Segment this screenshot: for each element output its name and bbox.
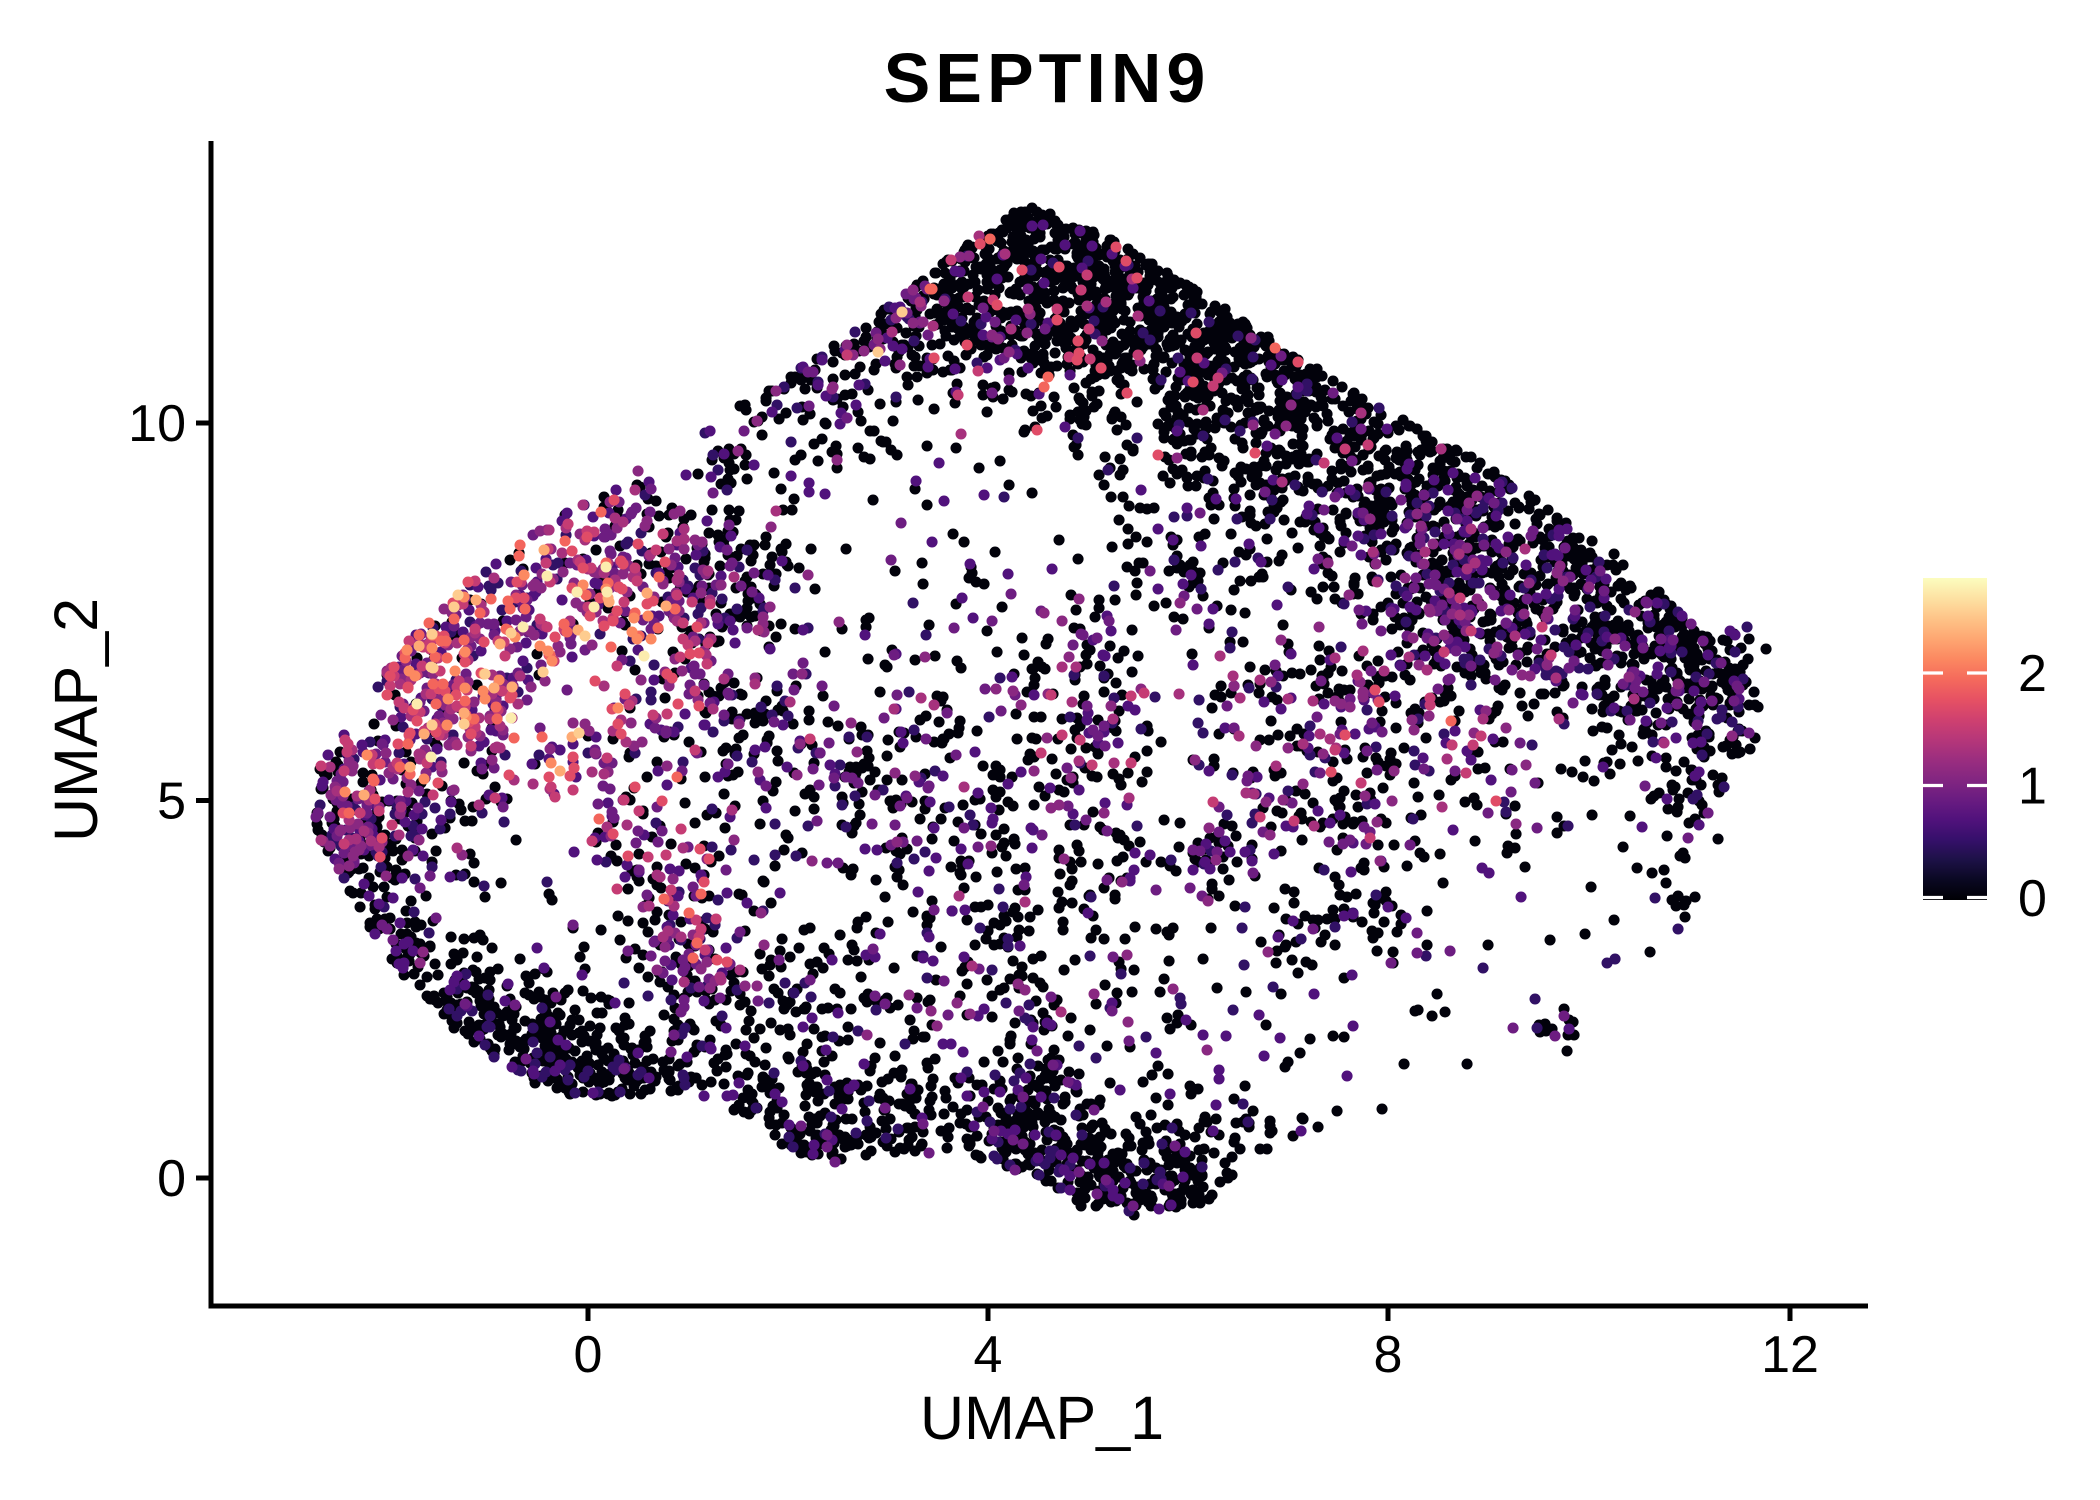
svg-text:12: 12 (1761, 1326, 1819, 1384)
svg-text:0: 0 (2018, 870, 2047, 928)
svg-text:8: 8 (1374, 1326, 1403, 1384)
svg-text:0: 0 (574, 1326, 603, 1384)
svg-text:0: 0 (157, 1150, 186, 1208)
svg-text:UMAP_1: UMAP_1 (920, 1384, 1164, 1452)
svg-text:4: 4 (974, 1326, 1003, 1384)
svg-text:1: 1 (2018, 758, 2047, 816)
svg-text:2: 2 (2018, 645, 2047, 703)
svg-text:10: 10 (128, 395, 186, 453)
svg-text:UMAP_2: UMAP_2 (42, 598, 110, 842)
svg-text:5: 5 (157, 773, 186, 831)
svg-text:SEPTIN9: SEPTIN9 (884, 39, 1211, 117)
